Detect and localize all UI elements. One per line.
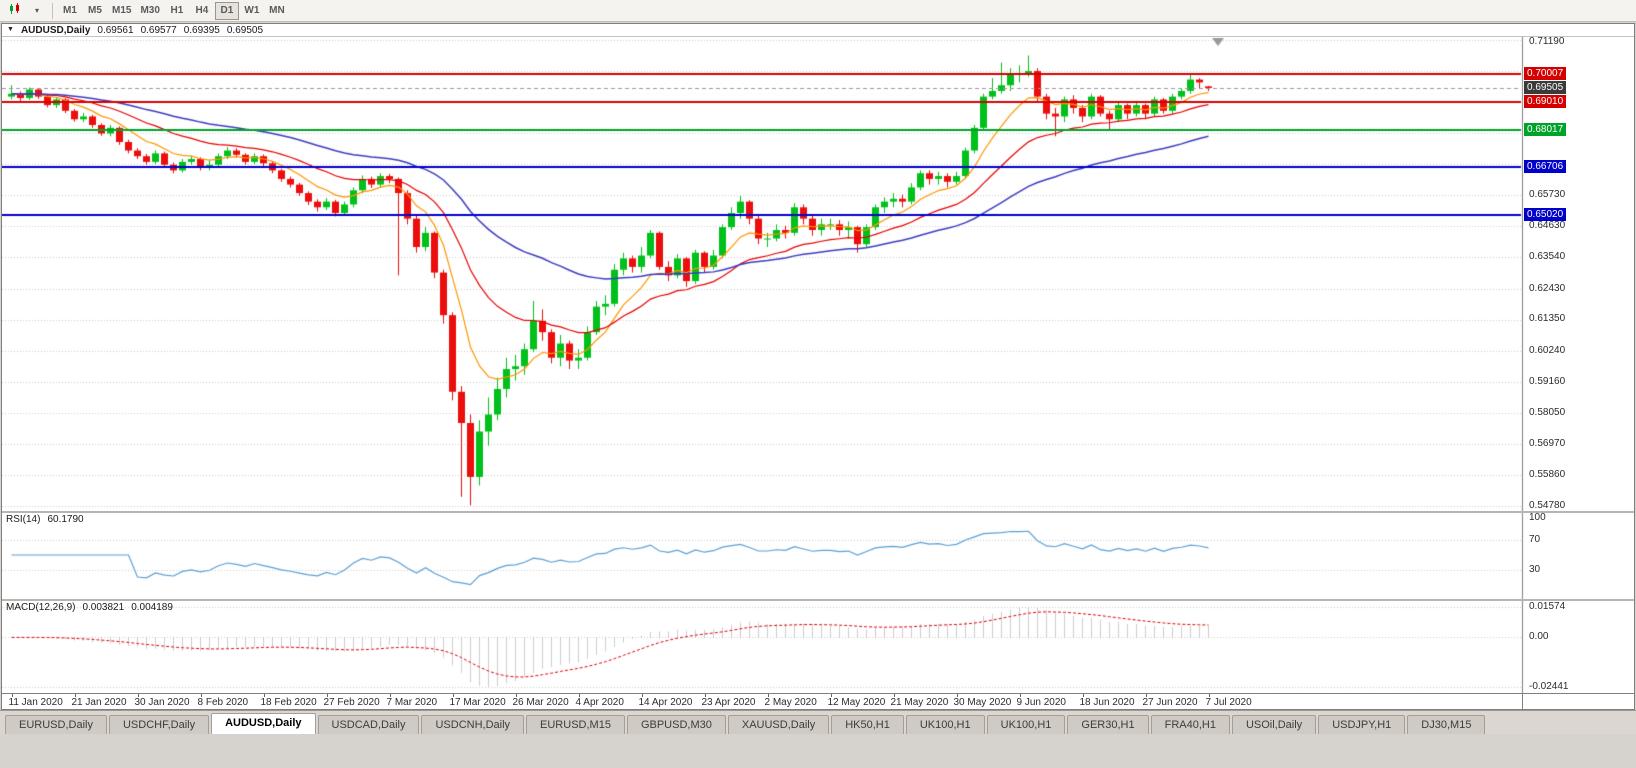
chart-type-button[interactable]	[4, 2, 26, 20]
main-chart-canvas[interactable]	[2, 37, 1634, 511]
macd-canvas[interactable]	[2, 601, 1634, 693]
date-axis-label: 27 Jun 2020	[1142, 697, 1198, 708]
timeframe-button-h4[interactable]: H4	[190, 2, 214, 20]
timeframe-button-group: M1 M5 M15 M30 H1 H4 D1 W1 MN	[58, 1, 289, 20]
date-axis-label: 17 Mar 2020	[449, 697, 506, 708]
date-tick	[137, 694, 139, 697]
chart-tab[interactable]: EURUSD,M15	[526, 715, 625, 734]
ohlc-open-value: 0.69561	[97, 24, 134, 36]
date-tick	[515, 694, 517, 697]
timeframe-button-m1[interactable]: M1	[58, 2, 82, 20]
chart-window: ▼ AUDUSD,Daily 0.69561 0.69577 0.69395 0…	[1, 23, 1635, 710]
date-tick	[641, 694, 643, 697]
date-tick	[74, 694, 76, 697]
chart-tab[interactable]: EURUSD,Daily	[5, 715, 107, 734]
date-axis-label: 27 Feb 2020	[323, 697, 380, 708]
date-axis-label: 26 Mar 2020	[512, 697, 569, 708]
candlestick-chart-icon	[8, 3, 22, 18]
date-tick	[578, 694, 580, 697]
status-bar	[0, 734, 1636, 768]
date-axis-label: 14 Apr 2020	[638, 697, 693, 708]
date-tick	[893, 694, 895, 697]
date-axis-label: 12 May 2020	[827, 697, 886, 708]
timeframe-button-w1[interactable]: W1	[240, 2, 264, 20]
date-axis-label: 9 Jun 2020	[1016, 697, 1067, 708]
chart-tab[interactable]: USDCHF,Daily	[108, 715, 210, 734]
ohlc-high-value: 0.69577	[140, 24, 177, 36]
date-axis-label: 4 Apr 2020	[575, 697, 624, 708]
chart-tab[interactable]: USOil,Daily	[1231, 715, 1317, 734]
chart-tab[interactable]: DJ30,M15	[1407, 715, 1486, 734]
date-axis-label: 30 May 2020	[953, 697, 1012, 708]
date-tick	[452, 694, 454, 697]
date-tick	[956, 694, 958, 697]
ohlc-close-value: 0.69505	[226, 24, 264, 36]
macd-main-value: 0.003821	[82, 602, 125, 613]
collapse-window-icon[interactable]: ▼	[7, 26, 14, 33]
timeframe-button-mn[interactable]: MN	[265, 2, 289, 20]
main-chart-pane: 0.71190 0.65730 0.64630 0.63540 0.62430 0.613…	[2, 37, 1634, 511]
toolbar-separator	[52, 2, 53, 19]
rsi-indicator-pane: RSI(14) 60.1790 100 70 30	[2, 513, 1634, 599]
timeframe-button-m15[interactable]: M15	[108, 2, 135, 20]
date-axis[interactable]: 11 Jan 2020 21 Jan 2020 30 Jan 2020 8 Feb 2…	[2, 693, 1634, 709]
timeframe-button-m5[interactable]: M5	[83, 2, 107, 20]
date-tick	[200, 694, 202, 697]
rsi-label: RSI(14)	[6, 514, 41, 525]
date-axis-label: 18 Jun 2020	[1079, 697, 1135, 708]
date-tick	[11, 694, 13, 697]
pane-splitter[interactable]	[2, 599, 1634, 601]
macd-signal-value: 0.004189	[131, 602, 173, 613]
macd-indicator-pane: MACD(12,26,9) 0.003821 0.004189 0.01574 0…	[2, 601, 1634, 693]
date-axis-label: 30 Jan 2020	[134, 697, 190, 708]
date-axis-label: 8 Feb 2020	[197, 697, 249, 708]
chart-toolbar: ▾ M1 M5 M15 M30 H1 H4 D1 W1 MN	[0, 0, 1636, 22]
date-tick	[263, 694, 265, 697]
date-axis-label: 7 Mar 2020	[386, 697, 438, 708]
date-tick	[326, 694, 328, 697]
date-tick	[1019, 694, 1021, 697]
timeframe-button-d1[interactable]: D1	[214, 1, 239, 20]
date-tick	[767, 694, 769, 697]
timeframe-button-h1[interactable]: H1	[165, 2, 189, 20]
rsi-value: 60.1790	[47, 514, 84, 525]
chart-tabs-bar: EURUSD,Daily USDCHF,Daily AUDUSD,Daily USDC…	[0, 710, 1636, 734]
chart-tab[interactable]: FRA40,H1	[1150, 715, 1230, 734]
chart-tab[interactable]: XAUUSD,Daily	[727, 715, 830, 734]
chart-tab[interactable]: GER30,H1	[1067, 715, 1149, 734]
chart-tab[interactable]: USDCNH,Daily	[421, 715, 525, 734]
date-axis-label: 7 Jul 2020	[1205, 697, 1252, 708]
date-axis-label: 21 May 2020	[890, 697, 949, 708]
chart-title-bar: ▼ AUDUSD,Daily 0.69561 0.69577 0.69395 0…	[2, 24, 1634, 37]
ohlc-low-value: 0.69395	[183, 24, 220, 36]
rsi-canvas[interactable]	[2, 513, 1634, 599]
chart-type-dropdown-caret[interactable]: ▾	[27, 2, 47, 20]
date-axis-label: 21 Jan 2020	[71, 697, 127, 708]
pane-splitter[interactable]	[2, 511, 1634, 513]
chart-tab[interactable]: GBPUSD,M30	[626, 715, 726, 734]
date-axis-label: 2 May 2020	[764, 697, 817, 708]
timeframe-button-m30[interactable]: M30	[136, 2, 163, 20]
chart-tab[interactable]: USDJPY,H1	[1318, 715, 1406, 734]
scale-column-separator	[1522, 694, 1523, 709]
rsi-pane-label: RSI(14) 60.1790	[6, 514, 84, 525]
date-tick	[1145, 694, 1147, 697]
date-tick	[1208, 694, 1210, 697]
date-tick	[830, 694, 832, 697]
date-axis-label: 18 Feb 2020	[260, 697, 317, 708]
chart-tab[interactable]: HK50,H1	[831, 715, 904, 734]
date-tick	[1082, 694, 1084, 697]
date-tick	[704, 694, 706, 697]
macd-label: MACD(12,26,9)	[6, 602, 76, 613]
date-tick	[389, 694, 391, 697]
chart-tab[interactable]: UK100,H1	[905, 715, 985, 734]
chart-tab[interactable]: USDCAD,Daily	[317, 715, 420, 734]
chart-tab[interactable]: UK100,H1	[986, 715, 1066, 734]
macd-pane-label: MACD(12,26,9) 0.003821 0.004189	[6, 602, 173, 613]
chart-symbol-label: AUDUSD,Daily	[20, 24, 91, 36]
date-axis-label: 11 Jan 2020	[8, 697, 63, 708]
date-axis-label: 23 Apr 2020	[701, 697, 756, 708]
chart-tab[interactable]: AUDUSD,Daily	[211, 713, 316, 734]
